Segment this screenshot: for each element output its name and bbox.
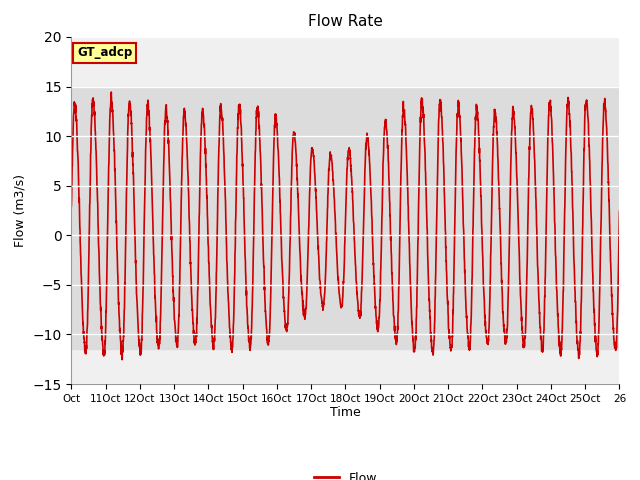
Title: Flow Rate: Flow Rate [308,14,383,29]
Bar [72,86,620,349]
Y-axis label: Flow (m3/s): Flow (m3/s) [14,174,27,247]
Text: GT_adcp: GT_adcp [77,46,132,59]
Legend: Flow: Flow [308,467,382,480]
X-axis label: Time: Time [330,407,361,420]
